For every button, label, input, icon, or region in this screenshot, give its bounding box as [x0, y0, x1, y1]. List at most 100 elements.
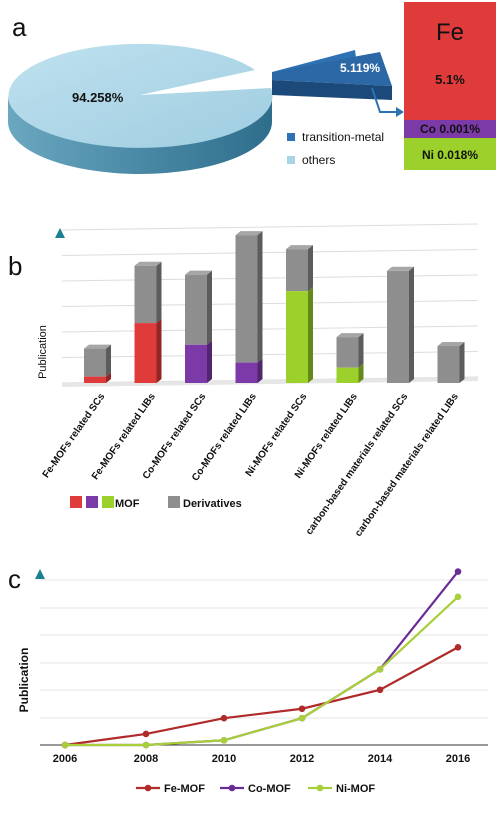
legend-label-tm: transition-metal	[302, 130, 384, 144]
bar-derivatives	[286, 249, 308, 292]
bar-mof	[134, 323, 157, 383]
legend-swatch-tm	[287, 133, 295, 141]
pie-label-others: 94.258%	[72, 90, 124, 105]
point-ni-mof	[220, 736, 228, 744]
panel-c-gridlines	[40, 579, 488, 746]
point-fe-mof	[220, 714, 228, 722]
breakdown-ni	[404, 138, 496, 170]
bar-mof	[84, 376, 106, 383]
panel-c-label: c	[8, 564, 21, 594]
bar-mof	[185, 344, 207, 383]
legend-swatch-co-mof	[86, 496, 98, 508]
legend-swatch-others	[287, 156, 295, 164]
pie-slice-others	[8, 43, 273, 148]
breakdown-fe	[404, 2, 496, 120]
panel-b-floor	[62, 377, 478, 387]
panel-b-gridline	[61, 223, 479, 231]
panel-c-xlabels: 2006 2008 2010 2012 2014 2016	[53, 753, 470, 765]
bar-category-label: carbon-based materials related SCs	[304, 391, 411, 537]
bar-top	[235, 231, 263, 236]
legend-marker-fe-mof	[144, 784, 152, 792]
panel-b-gridlines	[61, 223, 479, 387]
bar-side-derivatives	[156, 261, 162, 324]
bar-category-label: carbon-based materials related LIBs	[353, 391, 461, 539]
bar-side-derivatives	[308, 245, 313, 292]
line-fe-mof	[64, 646, 459, 747]
breakdown-title: Fe	[436, 19, 464, 46]
panel-b-gridline	[61, 249, 479, 256]
bar-side-mof	[308, 287, 313, 383]
bar-side-mof	[207, 340, 212, 383]
panel-b-gridline	[61, 300, 479, 307]
bar-derivatives	[185, 274, 207, 345]
panel-b-gridline	[61, 325, 479, 333]
panel-a-label: a	[12, 12, 27, 42]
legend-label-ni-mof: Ni-MOF	[336, 783, 375, 795]
point-co-mof	[454, 568, 462, 575]
legend-label-others: others	[302, 153, 335, 167]
bar-derivatives	[84, 348, 106, 377]
point-ni-mof	[61, 741, 69, 749]
point-fe-mof	[376, 686, 384, 694]
legend-swatch-derivatives	[168, 496, 180, 508]
bar-derivatives	[437, 346, 460, 383]
legend-label-co-mof: Co-MOF	[248, 783, 291, 795]
point-ni-mof	[298, 714, 306, 722]
x-tick-label: 2006	[53, 753, 77, 765]
breakdown-connector	[371, 87, 396, 113]
bar-top	[134, 261, 162, 266]
point-ni-mof	[454, 593, 462, 601]
bar-top	[437, 342, 465, 347]
x-tick-label: 2016	[446, 753, 470, 765]
bar-side-mof	[156, 319, 162, 383]
bar-mof	[336, 367, 359, 383]
bar-side-derivatives	[257, 231, 263, 363]
legend-label-derivatives: Derivatives	[183, 498, 242, 510]
bar-side-derivatives	[409, 266, 414, 383]
pie-label-tm: 5.119%	[340, 61, 380, 75]
x-tick-label: 2010	[212, 753, 236, 765]
legend-marker-ni-mof	[316, 784, 324, 792]
line-ni-mof	[65, 596, 459, 747]
point-ni-mof	[142, 741, 150, 749]
panel-b-label: b	[8, 251, 22, 281]
x-tick-label: 2008	[134, 753, 158, 765]
panel-b-ylabel: Publication	[37, 325, 49, 379]
panel-c-y-arrowhead	[35, 569, 45, 579]
bar-top	[84, 344, 111, 349]
bar-mof	[235, 362, 258, 383]
panel-c-ylabel: Publication	[17, 648, 31, 713]
breakdown-ni-label: Ni 0.018%	[422, 148, 478, 162]
bar-side-derivatives	[459, 342, 465, 383]
bar-derivatives	[336, 337, 359, 368]
panel-b-gridline	[61, 351, 479, 358]
bar-top	[286, 245, 313, 250]
bar-side-mof	[106, 372, 111, 383]
panel-c-legend: Fe-MOF Co-MOF Ni-MOF	[136, 783, 375, 795]
bar-derivatives	[134, 265, 157, 324]
point-fe-mof	[142, 730, 150, 738]
bar-top	[387, 266, 414, 271]
panel-b-bars	[84, 231, 465, 383]
breakdown-co	[404, 120, 496, 138]
legend-swatch-fe-mof	[70, 496, 82, 508]
legend-marker-co-mof	[228, 784, 236, 792]
point-fe-mof	[454, 643, 462, 651]
pie-side	[8, 95, 272, 174]
legend-swatch-ni-mof	[102, 496, 114, 508]
panel-b-gridline	[61, 274, 479, 282]
bar-derivatives	[387, 270, 409, 383]
breakdown-co-label: Co 0.001%	[420, 122, 480, 136]
pie-slice-tm-a	[272, 50, 356, 72]
pie-slice-tm-side	[272, 80, 392, 100]
point-ni-mof	[376, 666, 384, 673]
bar-top	[185, 270, 212, 275]
point-fe-mof	[298, 705, 306, 713]
pie-slice-tm	[272, 52, 392, 86]
legend-label-mof: MOF	[115, 498, 140, 510]
bar-side-mof	[257, 358, 263, 383]
bar-side-derivatives	[106, 344, 111, 377]
bar-side-derivatives	[358, 333, 364, 368]
